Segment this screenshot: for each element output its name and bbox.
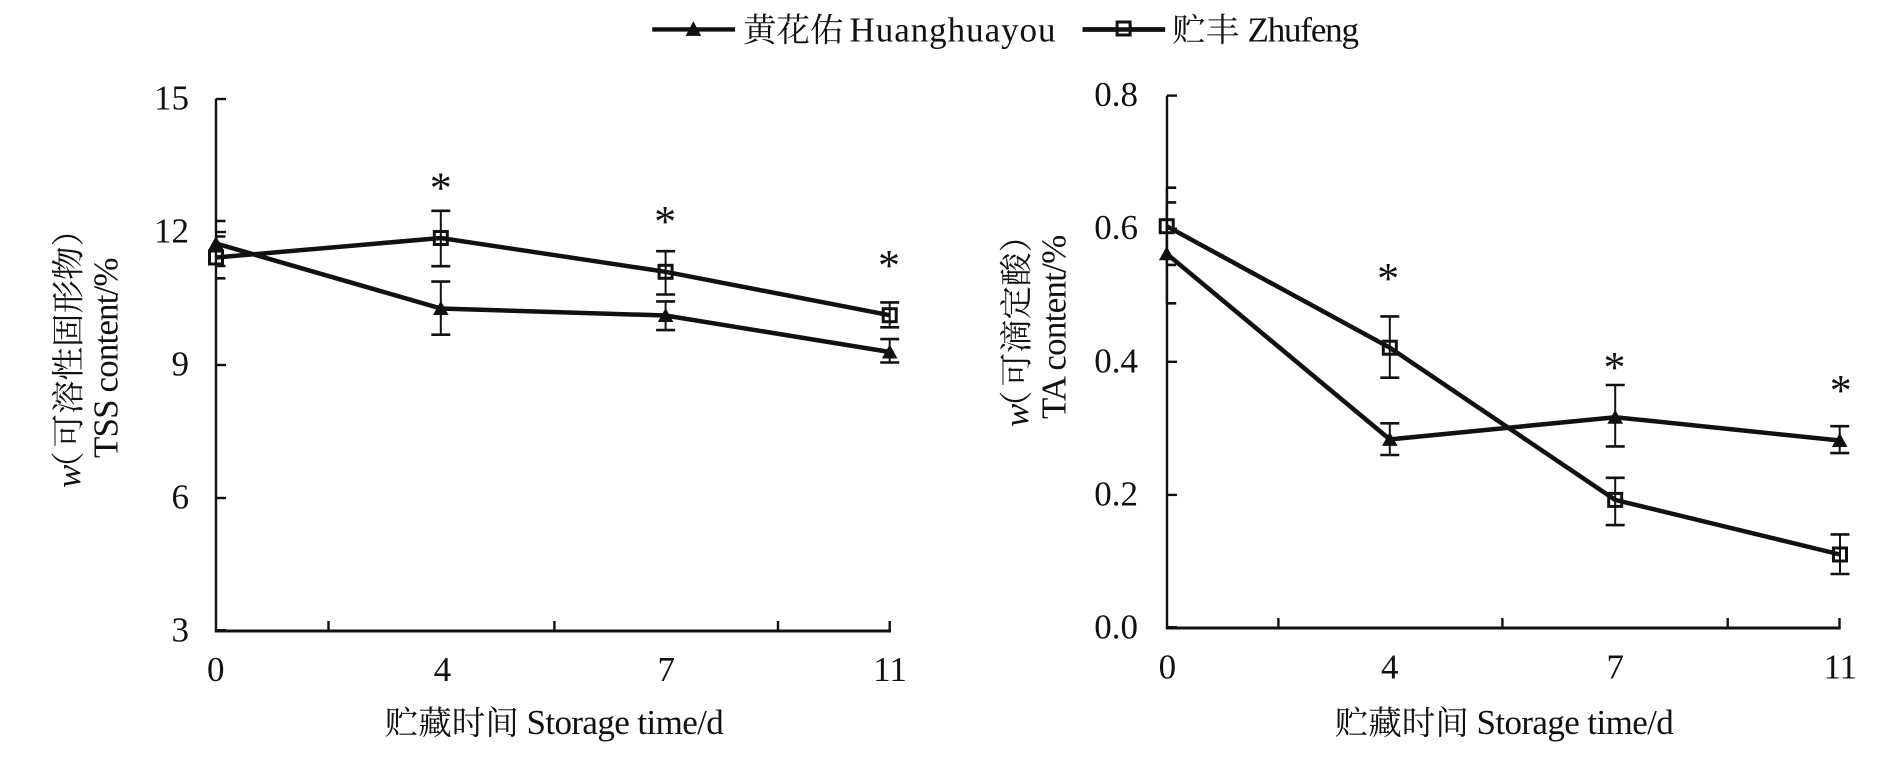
svg-text:*: * (1604, 343, 1626, 392)
svg-text:7: 7 (1606, 648, 1624, 687)
svg-text:0: 0 (207, 650, 225, 689)
svg-text:6: 6 (172, 478, 190, 517)
svg-text:*: * (654, 197, 676, 246)
svg-text:9: 9 (172, 345, 190, 384)
svg-text:0.2: 0.2 (1094, 474, 1138, 513)
svg-text:w: w (49, 464, 88, 488)
svg-text:TA content/%: TA content/% (1035, 235, 1074, 419)
svg-text:0.4: 0.4 (1094, 341, 1138, 380)
svg-text:11: 11 (873, 650, 907, 689)
svg-text:0.6: 0.6 (1094, 208, 1138, 247)
svg-text:3: 3 (172, 611, 190, 650)
svg-text:Storage time/d: Storage time/d (1477, 703, 1675, 742)
svg-text:Zhufeng: Zhufeng (1248, 11, 1360, 50)
svg-text:4: 4 (434, 650, 452, 689)
svg-text:11: 11 (1823, 648, 1857, 687)
svg-text:0.8: 0.8 (1094, 75, 1138, 114)
svg-text:0: 0 (1159, 648, 1177, 687)
svg-text:Storage time/d: Storage time/d (527, 703, 725, 742)
svg-text:7: 7 (658, 650, 676, 689)
svg-text:w: w (997, 403, 1036, 427)
svg-text:*: * (1830, 366, 1852, 415)
svg-text:12: 12 (154, 212, 189, 251)
svg-text:TSS content/%: TSS content/% (87, 258, 126, 459)
svg-text:0.0: 0.0 (1094, 608, 1138, 647)
svg-text:Huanghuayou: Huanghuayou (850, 11, 1056, 50)
svg-text:15: 15 (154, 79, 189, 118)
svg-text:*: * (878, 241, 900, 290)
svg-text:*: * (430, 164, 452, 213)
svg-text:*: * (1377, 254, 1399, 303)
svg-text:4: 4 (1381, 648, 1399, 687)
